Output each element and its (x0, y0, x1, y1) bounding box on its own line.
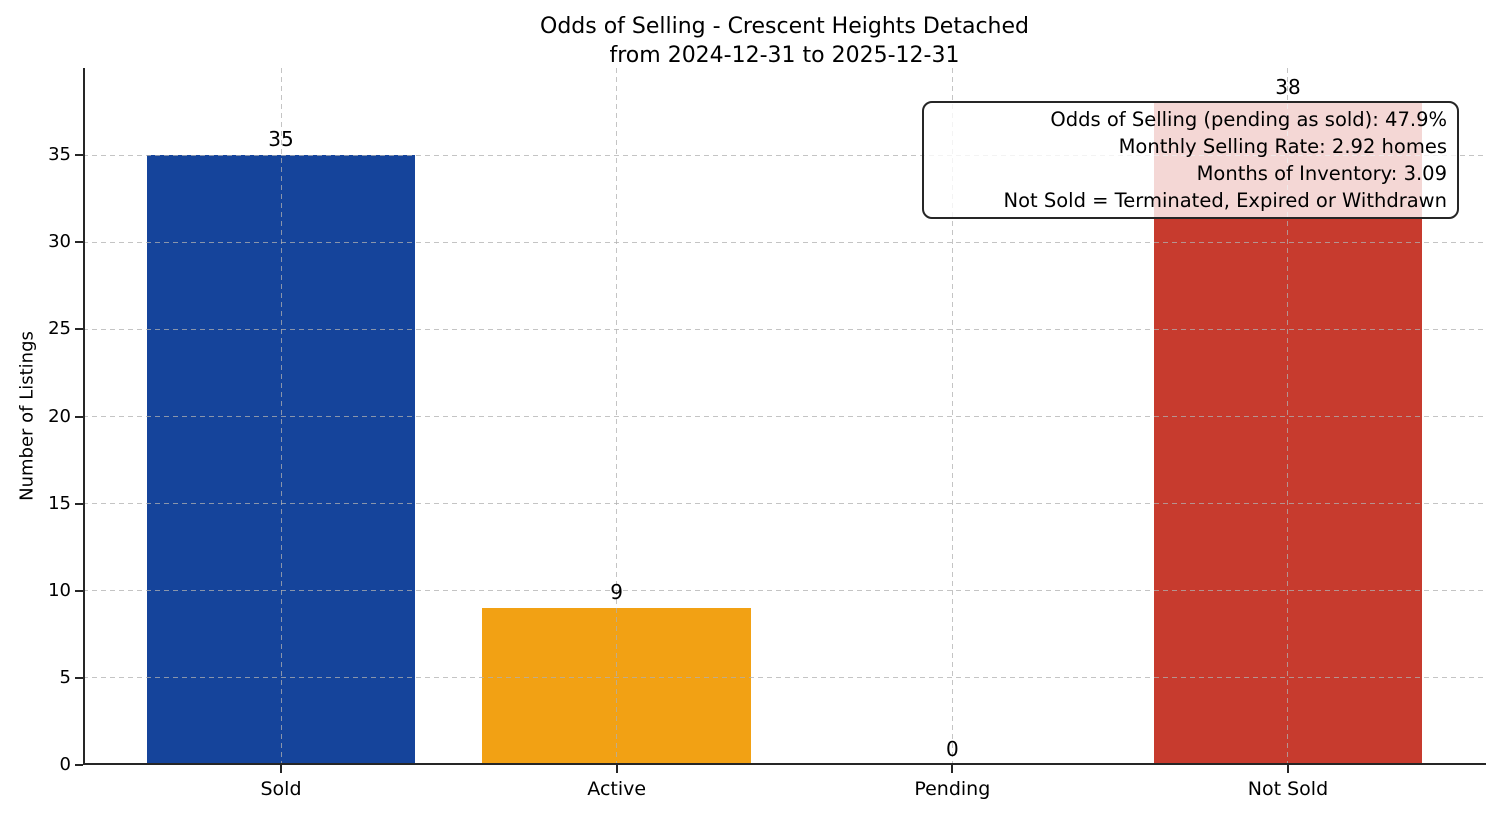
gridline-horizontal (83, 154, 1486, 156)
x-tick-mark (1286, 765, 1289, 773)
y-tick-label: 5 (59, 666, 71, 688)
gridline-horizontal (83, 503, 1486, 505)
gridline-vertical (1287, 68, 1289, 765)
y-tick-label: 0 (59, 754, 71, 775)
x-tick-label: Pending (914, 778, 991, 800)
annotation-box: Odds of Selling (pending as sold): 47.9%… (922, 101, 1459, 219)
gridline-horizontal (83, 416, 1486, 417)
plot-area: 35 9 0 38 0 5 10 15 20 25 30 35 Sold Active Pending N… (48, 68, 1486, 800)
chart-title-line1: Odds of Selling - Crescent Heights Detac… (540, 14, 1029, 39)
x-tick-mark (951, 765, 954, 773)
y-tick-mark (75, 764, 83, 766)
y-tick-mark (75, 241, 83, 244)
gridline-vertical (616, 68, 618, 765)
chart-title-line2: from 2024-12-31 to 2025-12-31 (609, 43, 960, 68)
chart-title: Odds of Selling - Crescent Heights Detac… (83, 12, 1486, 70)
gridline-vertical (951, 68, 953, 765)
y-tick-mark (75, 415, 83, 418)
y-tick-label: 15 (48, 492, 71, 514)
x-tick-label: Active (587, 778, 647, 800)
gridline-horizontal (83, 677, 1486, 679)
y-axis-spine (83, 68, 85, 765)
bar-value-label: 35 (268, 127, 294, 152)
x-axis-spine (83, 763, 1486, 765)
y-tick-mark (75, 154, 83, 157)
bar-value-label: 0 (945, 737, 959, 761)
y-tick-label: 35 (48, 144, 71, 166)
gridline-horizontal (83, 328, 1486, 330)
y-tick-mark (75, 589, 83, 592)
x-tick-mark (280, 765, 283, 773)
gridline-horizontal (83, 590, 1486, 592)
x-tick-label: Sold (260, 778, 302, 800)
annotation-months-of-inventory: Months of Inventory: 3.09 (1196, 162, 1447, 185)
y-tick-mark (75, 676, 83, 679)
y-tick-label: 20 (48, 405, 71, 427)
annotation-not-sold-definition: Not Sold = Terminated, Expired or Withdr… (1003, 189, 1447, 212)
annotation-monthly-selling-rate: Monthly Selling Rate: 2.92 homes (1118, 135, 1447, 158)
annotation-odds-of-selling: Odds of Selling (pending as sold): 47.9% (1050, 108, 1447, 131)
bar-value-label: 38 (1275, 74, 1301, 99)
y-tick-label: 10 (48, 579, 71, 601)
y-tick-label: 25 (48, 318, 71, 340)
x-tick-mark (615, 765, 618, 773)
gridline-vertical (280, 68, 282, 765)
bar-value-label: 9 (610, 580, 624, 605)
y-tick-mark (75, 502, 83, 505)
y-tick-label: 30 (48, 231, 71, 253)
gridline-horizontal (83, 241, 1486, 243)
y-tick-mark (75, 328, 83, 331)
x-tick-label: Not Sold (1247, 778, 1329, 800)
